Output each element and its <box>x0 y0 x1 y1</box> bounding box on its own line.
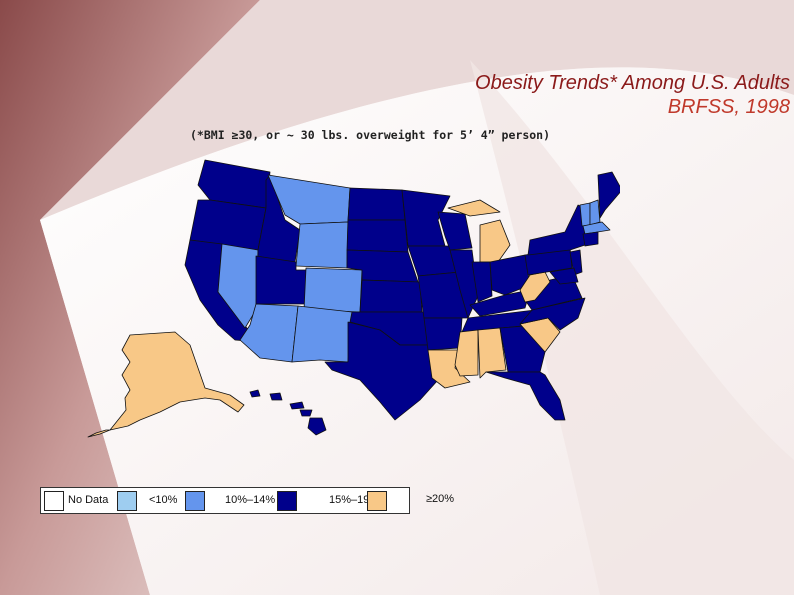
state-mississippi <box>454 329 479 377</box>
legend-item-15-19: 15%–19% <box>277 488 387 513</box>
map-legend: No Data <10% 10%–14% 15%–19% <box>40 487 410 514</box>
state-arkansas <box>423 317 463 351</box>
state-colorado <box>303 267 363 313</box>
state-wyoming <box>295 221 349 269</box>
state-indiana <box>471 261 493 303</box>
state-florida <box>485 371 566 421</box>
state-south-dakota <box>346 219 409 253</box>
legend-swatch-no-data <box>44 491 64 511</box>
state-maine <box>597 171 620 219</box>
legend-item-no-data: No Data <box>41 488 121 513</box>
legend-label-15-19: 15%–19% <box>329 494 380 506</box>
bmi-subtitle: (*BMI ≥30, or ~ 30 lbs. overweight for 5… <box>190 128 551 142</box>
legend-item-lt10: <10% <box>117 488 207 513</box>
legend-swatch-15-19 <box>277 491 297 511</box>
state-massachusetts <box>582 221 611 235</box>
legend-label-no-data: No Data <box>68 494 109 506</box>
state-hawaii-2 <box>269 392 283 401</box>
state-ohio <box>489 254 531 296</box>
state-hawaii-4 <box>299 409 313 417</box>
title-line-1: Obesity Trends* Among U.S. Adults <box>475 72 790 94</box>
state-hawaii-1 <box>249 389 261 398</box>
state-kansas <box>359 279 423 313</box>
state-wisconsin <box>437 211 473 251</box>
legend-label-ge20: ≥20% <box>426 493 455 505</box>
state-new-mexico <box>291 305 353 363</box>
state-hawaii-3 <box>289 401 305 410</box>
legend-swatch-ge20 <box>367 491 387 511</box>
state-texas <box>324 321 439 421</box>
state-michigan-lower <box>479 219 511 263</box>
state-minnesota <box>401 189 451 247</box>
us-obesity-map <box>87 159 620 438</box>
legend-label-10-14: 10%–14% <box>225 494 276 506</box>
legend-item-10-14: 10%–14% <box>185 488 295 513</box>
state-north-dakota <box>347 187 406 221</box>
state-delaware-maryland <box>549 267 579 285</box>
state-alaska-aleutians <box>87 429 111 438</box>
legend-swatch-10-14 <box>185 491 205 511</box>
state-hawaii-big <box>307 417 327 436</box>
state-vermont <box>579 202 591 227</box>
legend-item-ge20 <box>367 488 407 513</box>
state-new-hampshire <box>589 199 601 226</box>
state-north-carolina <box>519 297 586 331</box>
state-alaska <box>109 331 245 431</box>
title-line-2: BRFSS, 1998 <box>667 96 790 118</box>
legend-swatch-lt10 <box>117 491 137 511</box>
state-nevada <box>217 243 259 329</box>
legend-label-lt10: <10% <box>149 494 178 506</box>
state-connecticut-ri <box>582 231 599 247</box>
state-michigan-upper <box>447 199 501 217</box>
state-new-york <box>527 204 589 256</box>
state-alabama <box>477 327 507 379</box>
